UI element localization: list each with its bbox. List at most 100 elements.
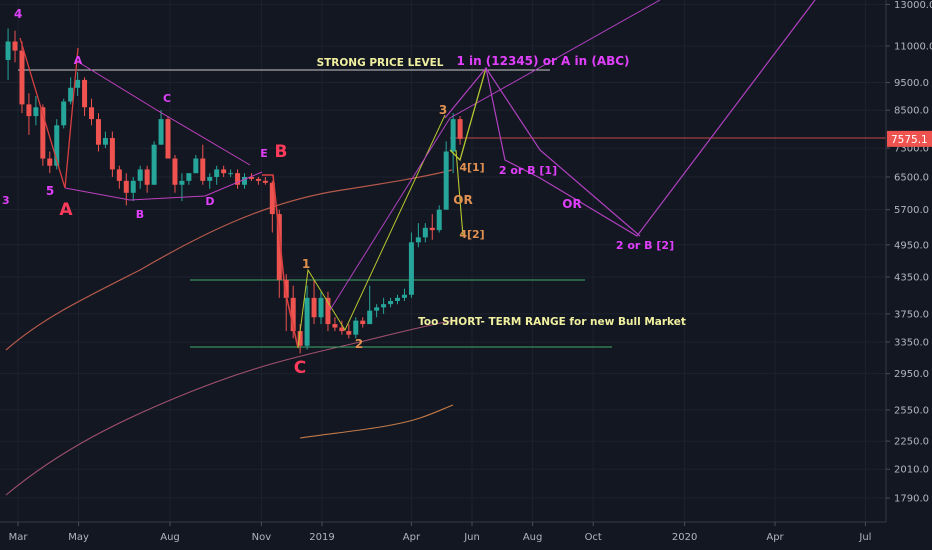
wave4-paths [455,149,464,237]
candle [12,30,18,63]
x-tick-label: Apr [766,532,784,543]
candle [311,279,317,325]
annotation-label: D [205,195,214,208]
candle [318,291,324,325]
candle-body [144,169,150,185]
annotation-label: 2 or B [2] [616,239,674,252]
candle-body [193,158,199,174]
candle [89,98,95,126]
candle [422,223,428,243]
x-tick-label: Oct [585,532,602,543]
candle [130,176,136,202]
annotation-label: Too SHORT- TERM RANGE for new Bull Marke… [418,316,686,328]
candle-body [332,324,338,328]
candle [5,28,11,80]
drawings [19,0,816,349]
candle-body [339,327,345,332]
annotation-label: 5 [46,184,54,198]
y-tick-label: 13000.0 [894,0,932,11]
candle-body [401,294,407,298]
candle [186,173,192,185]
candle-body [137,169,143,181]
candle-body [360,320,366,325]
grid [0,0,886,522]
candle [165,116,171,159]
annotation-label: 4 [14,7,22,21]
candle-body [395,297,401,301]
y-tick-label: 4950.0 [894,240,929,251]
last-price-marker: 7575.1 [887,130,932,147]
annotation-label: OR [453,193,472,207]
annotation-label: STRONG PRICE LEVEL [317,57,444,69]
y-tick-label: 3750.0 [894,309,929,320]
candle-body [5,41,11,60]
candle-body [68,87,74,102]
candle-body [40,107,46,159]
candle-body [12,41,18,51]
candle [395,294,401,305]
candle [374,304,380,318]
candle [269,180,275,233]
candle-body [297,331,303,346]
candle [144,165,150,193]
annotation-label: C [294,358,306,378]
candle-body [61,101,67,126]
candle-body [367,310,373,325]
channel-line-1 [329,0,661,311]
candle [228,169,234,177]
candle [325,291,331,332]
candle-body [130,180,136,193]
y-tick-label: 2010.0 [894,465,929,476]
candle [214,165,220,185]
candle-body [54,125,60,166]
candle-body [304,297,310,346]
candle-body [75,79,81,88]
candle-body [19,50,25,105]
annotation-label: B [275,142,288,162]
annotation-label: OR [562,197,581,211]
annotation-label: 4[2] [459,228,484,241]
annotation-label: 2 or B [1] [499,164,557,177]
candle [283,274,289,332]
candle [429,214,435,240]
y-tick-label: 9500.0 [894,78,929,89]
candle-body [429,227,435,231]
candle-body [179,180,185,185]
ma-lines [5,169,456,496]
candle [388,297,394,308]
x-tick-label: Mar [9,532,29,543]
candle [26,93,32,135]
annotation-label: 3 [2,194,10,207]
candle-body [381,304,387,308]
candle [102,131,108,149]
annotation-label: 3 [439,103,447,117]
candle-body [186,173,192,181]
candles [5,28,463,354]
candle [61,98,67,129]
candle [123,173,129,206]
y-tick-label: 11000.0 [894,42,932,53]
candle [290,285,296,339]
candle [19,41,25,114]
x-tick-label: 2019 [309,532,334,543]
candle [82,77,88,117]
x-tick-label: Apr [403,532,421,543]
annotation-label: A [59,200,73,220]
candle [436,205,442,233]
candle [242,173,248,189]
x-tick-label: 2020 [672,532,697,543]
candle-body [311,297,317,318]
y-tick-label: 2950.0 [894,369,929,380]
candle [346,324,352,339]
candle [172,154,178,193]
x-tick-label: Nov [252,532,272,543]
candle [151,141,157,185]
candle [47,151,53,174]
annotation-label: B [136,208,144,221]
candle-body [221,169,227,174]
y-tick-label: 3350.0 [894,338,929,349]
annotation-label: C [163,92,171,105]
candle [443,141,449,210]
